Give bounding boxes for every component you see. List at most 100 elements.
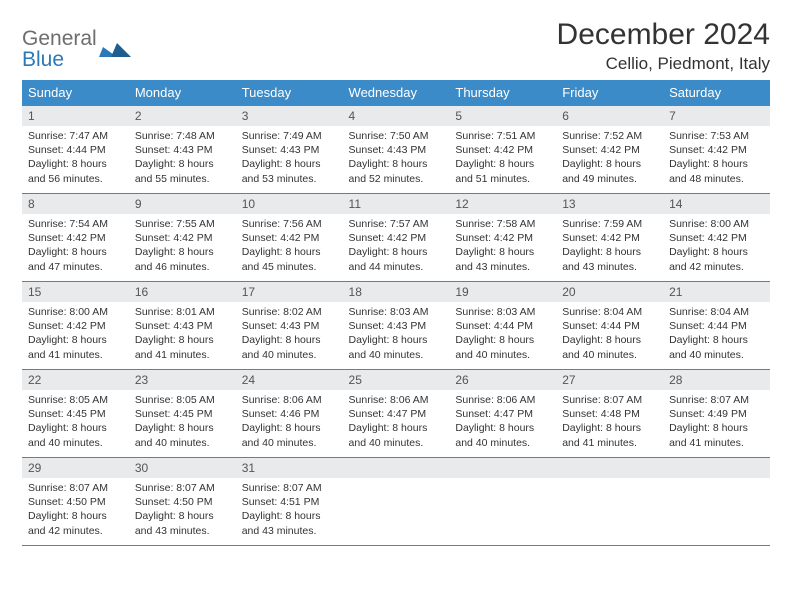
day-details: Sunrise: 7:51 AMSunset: 4:42 PMDaylight:… xyxy=(449,126,556,193)
calendar-week-row: 22Sunrise: 8:05 AMSunset: 4:45 PMDayligh… xyxy=(22,370,770,458)
calendar-day-cell: 8Sunrise: 7:54 AMSunset: 4:42 PMDaylight… xyxy=(22,194,129,282)
sunrise-line: Sunrise: 7:52 AM xyxy=(562,129,657,143)
sunrise-line: Sunrise: 8:01 AM xyxy=(135,305,230,319)
daylight-line: Daylight: 8 hours and 40 minutes. xyxy=(242,333,337,361)
day-details xyxy=(663,478,770,545)
day-details: Sunrise: 8:06 AMSunset: 4:46 PMDaylight:… xyxy=(236,390,343,457)
calendar-day-cell: 14Sunrise: 8:00 AMSunset: 4:42 PMDayligh… xyxy=(663,194,770,282)
day-details: Sunrise: 7:48 AMSunset: 4:43 PMDaylight:… xyxy=(129,126,236,193)
calendar-day-cell: 17Sunrise: 8:02 AMSunset: 4:43 PMDayligh… xyxy=(236,282,343,370)
calendar-day-cell: 19Sunrise: 8:03 AMSunset: 4:44 PMDayligh… xyxy=(449,282,556,370)
sunrise-line: Sunrise: 8:00 AM xyxy=(28,305,123,319)
daylight-line: Daylight: 8 hours and 46 minutes. xyxy=(135,245,230,273)
sunset-line: Sunset: 4:42 PM xyxy=(135,231,230,245)
day-details: Sunrise: 7:55 AMSunset: 4:42 PMDaylight:… xyxy=(129,214,236,281)
calendar-day-cell: 26Sunrise: 8:06 AMSunset: 4:47 PMDayligh… xyxy=(449,370,556,458)
calendar-day-cell: 10Sunrise: 7:56 AMSunset: 4:42 PMDayligh… xyxy=(236,194,343,282)
sunrise-line: Sunrise: 8:07 AM xyxy=(28,481,123,495)
calendar-day-cell: 3Sunrise: 7:49 AMSunset: 4:43 PMDaylight… xyxy=(236,106,343,194)
logo-part1: General xyxy=(22,27,97,50)
daylight-line: Daylight: 8 hours and 40 minutes. xyxy=(349,333,444,361)
daylight-line: Daylight: 8 hours and 43 minutes. xyxy=(242,509,337,537)
calendar-day-cell: 31Sunrise: 8:07 AMSunset: 4:51 PMDayligh… xyxy=(236,458,343,546)
sunrise-line: Sunrise: 8:07 AM xyxy=(669,393,764,407)
sunset-line: Sunset: 4:50 PM xyxy=(135,495,230,509)
sunset-line: Sunset: 4:42 PM xyxy=(349,231,444,245)
day-details: Sunrise: 7:52 AMSunset: 4:42 PMDaylight:… xyxy=(556,126,663,193)
daylight-line: Daylight: 8 hours and 42 minutes. xyxy=(669,245,764,273)
sunrise-line: Sunrise: 8:06 AM xyxy=(349,393,444,407)
day-number: 1 xyxy=(22,106,129,126)
calendar-week-row: 29Sunrise: 8:07 AMSunset: 4:50 PMDayligh… xyxy=(22,458,770,546)
day-number: 24 xyxy=(236,370,343,390)
sunset-line: Sunset: 4:44 PM xyxy=(28,143,123,157)
sunset-line: Sunset: 4:45 PM xyxy=(28,407,123,421)
weekday-header: Monday xyxy=(129,80,236,106)
day-details xyxy=(556,478,663,545)
sunrise-line: Sunrise: 7:58 AM xyxy=(455,217,550,231)
sunset-line: Sunset: 4:46 PM xyxy=(242,407,337,421)
day-number: 21 xyxy=(663,282,770,302)
sunset-line: Sunset: 4:42 PM xyxy=(455,143,550,157)
calendar-week-row: 8Sunrise: 7:54 AMSunset: 4:42 PMDaylight… xyxy=(22,194,770,282)
daylight-line: Daylight: 8 hours and 51 minutes. xyxy=(455,157,550,185)
daylight-line: Daylight: 8 hours and 48 minutes. xyxy=(669,157,764,185)
day-details: Sunrise: 8:05 AMSunset: 4:45 PMDaylight:… xyxy=(22,390,129,457)
calendar-day-cell: 13Sunrise: 7:59 AMSunset: 4:42 PMDayligh… xyxy=(556,194,663,282)
sunrise-line: Sunrise: 7:55 AM xyxy=(135,217,230,231)
calendar-day-cell xyxy=(343,458,450,546)
weekday-header: Saturday xyxy=(663,80,770,106)
day-number: 30 xyxy=(129,458,236,478)
sunrise-line: Sunrise: 7:56 AM xyxy=(242,217,337,231)
day-number: 2 xyxy=(129,106,236,126)
sunrise-line: Sunrise: 8:02 AM xyxy=(242,305,337,319)
day-number: 27 xyxy=(556,370,663,390)
daylight-line: Daylight: 8 hours and 56 minutes. xyxy=(28,157,123,185)
day-number: 26 xyxy=(449,370,556,390)
calendar-day-cell: 18Sunrise: 8:03 AMSunset: 4:43 PMDayligh… xyxy=(343,282,450,370)
day-number: 18 xyxy=(343,282,450,302)
day-details: Sunrise: 8:07 AMSunset: 4:50 PMDaylight:… xyxy=(22,478,129,545)
daylight-line: Daylight: 8 hours and 41 minutes. xyxy=(562,421,657,449)
day-number: 22 xyxy=(22,370,129,390)
day-number: 15 xyxy=(22,282,129,302)
sunrise-line: Sunrise: 8:06 AM xyxy=(455,393,550,407)
day-details: Sunrise: 8:06 AMSunset: 4:47 PMDaylight:… xyxy=(343,390,450,457)
sunset-line: Sunset: 4:43 PM xyxy=(242,143,337,157)
day-number: 8 xyxy=(22,194,129,214)
day-number: 13 xyxy=(556,194,663,214)
sunset-line: Sunset: 4:42 PM xyxy=(28,231,123,245)
month-title: December 2024 xyxy=(557,18,770,52)
daylight-line: Daylight: 8 hours and 40 minutes. xyxy=(669,333,764,361)
sunrise-line: Sunrise: 7:51 AM xyxy=(455,129,550,143)
title-block: December 2024 Cellio, Piedmont, Italy xyxy=(557,18,770,74)
sunrise-line: Sunrise: 8:06 AM xyxy=(242,393,337,407)
sunset-line: Sunset: 4:49 PM xyxy=(669,407,764,421)
day-number xyxy=(343,458,450,478)
daylight-line: Daylight: 8 hours and 41 minutes. xyxy=(28,333,123,361)
day-number: 12 xyxy=(449,194,556,214)
day-details: Sunrise: 8:04 AMSunset: 4:44 PMDaylight:… xyxy=(663,302,770,369)
day-details: Sunrise: 7:50 AMSunset: 4:43 PMDaylight:… xyxy=(343,126,450,193)
logo: General Blue xyxy=(22,18,133,70)
daylight-line: Daylight: 8 hours and 41 minutes. xyxy=(669,421,764,449)
daylight-line: Daylight: 8 hours and 47 minutes. xyxy=(28,245,123,273)
day-details: Sunrise: 8:04 AMSunset: 4:44 PMDaylight:… xyxy=(556,302,663,369)
sunset-line: Sunset: 4:50 PM xyxy=(28,495,123,509)
day-number: 10 xyxy=(236,194,343,214)
sunset-line: Sunset: 4:42 PM xyxy=(669,143,764,157)
weekday-header: Sunday xyxy=(22,80,129,106)
weekday-header: Thursday xyxy=(449,80,556,106)
sunrise-line: Sunrise: 8:04 AM xyxy=(669,305,764,319)
header: General Blue December 2024 Cellio, Piedm… xyxy=(22,18,770,74)
day-details xyxy=(449,478,556,545)
sunset-line: Sunset: 4:42 PM xyxy=(242,231,337,245)
sunrise-line: Sunrise: 7:47 AM xyxy=(28,129,123,143)
calendar-week-row: 15Sunrise: 8:00 AMSunset: 4:42 PMDayligh… xyxy=(22,282,770,370)
day-number: 31 xyxy=(236,458,343,478)
calendar-day-cell xyxy=(556,458,663,546)
day-number: 14 xyxy=(663,194,770,214)
sunrise-line: Sunrise: 8:05 AM xyxy=(135,393,230,407)
daylight-line: Daylight: 8 hours and 40 minutes. xyxy=(28,421,123,449)
day-details: Sunrise: 8:07 AMSunset: 4:51 PMDaylight:… xyxy=(236,478,343,545)
